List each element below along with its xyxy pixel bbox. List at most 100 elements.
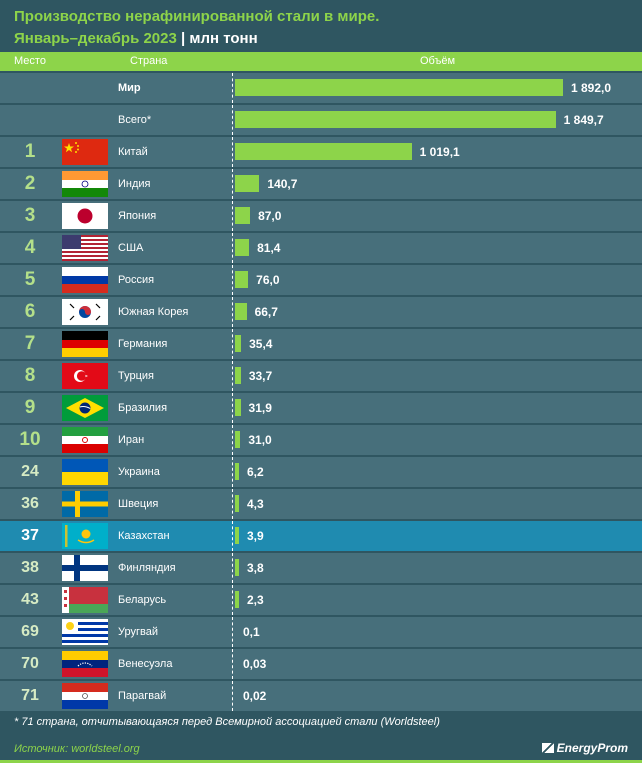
table-row: Мир 1 892,0: [0, 73, 642, 103]
axis-line: [232, 297, 233, 327]
axis-line: [232, 73, 233, 103]
bar: [235, 431, 241, 448]
axis-line: [232, 393, 233, 423]
venezuela-flag-icon: [62, 651, 108, 677]
col-volume: Объём: [420, 55, 456, 67]
country-label: Турция: [118, 370, 154, 382]
data-label: 4,3: [247, 497, 264, 511]
table-row: Всего* 1 849,7: [0, 105, 642, 135]
table-row: 8 Турция 33,7: [0, 361, 642, 391]
rank-label: 8: [24, 365, 36, 386]
data-label: 35,4: [249, 337, 273, 351]
table-row: 70 Венесуэла 0,03: [0, 649, 642, 679]
finland-flag-icon: [62, 555, 108, 581]
data-label: 2,3: [247, 593, 264, 607]
bar: [235, 207, 251, 224]
country-label: Мир: [118, 82, 141, 94]
rank-label: 71: [21, 687, 39, 704]
iran-flag-icon: [62, 427, 108, 453]
bar: [235, 303, 247, 320]
table-row: 7 Германия 35,4: [0, 329, 642, 359]
column-header: Место Страна Объём: [0, 52, 642, 71]
south-korea-flag-icon: [62, 299, 108, 325]
footnote: * 71 страна, отчитывающаяся перед Всемир…: [14, 716, 440, 728]
axis-line: [232, 617, 233, 647]
country-label: Япония: [118, 210, 157, 222]
bar: [235, 527, 239, 544]
data-label: 81,4: [257, 241, 281, 255]
bar: [235, 271, 249, 288]
bar: [235, 239, 250, 256]
rank-label: [0, 105, 60, 135]
rank-label: 69: [21, 623, 39, 640]
table-row: 6 Южная Корея 66,7: [0, 297, 642, 327]
col-country: Страна: [130, 55, 168, 67]
table-row: 38 Финляндия 3,8: [0, 553, 642, 583]
sweden-flag-icon: [62, 491, 108, 517]
rank-label: 24: [21, 463, 39, 480]
country-label: Венесуэла: [118, 658, 173, 670]
country-label: Уругвай: [118, 626, 158, 638]
data-label: 33,7: [248, 369, 273, 383]
table-row: 43 Беларусь 2,3: [0, 585, 642, 615]
table-row: 5 Россия 76,0: [0, 265, 642, 295]
data-label: 0,1: [243, 625, 260, 639]
logo-text: EnergyProm: [556, 741, 628, 755]
axis-line: [232, 201, 233, 231]
brand-logo: EnergyProm: [541, 741, 628, 755]
separator: |: [181, 30, 186, 47]
japan-flag-icon: [62, 203, 108, 229]
usa-flag-icon: [62, 235, 108, 261]
data-label: 3,8: [247, 561, 264, 575]
bar: [235, 175, 260, 192]
bar: [235, 559, 239, 576]
india-flag-icon: [62, 171, 108, 197]
germany-flag-icon: [62, 331, 108, 357]
rank-label: 2: [24, 173, 36, 194]
axis-line: [232, 105, 233, 135]
data-label: 3,9: [247, 529, 264, 543]
rank-label: 7: [24, 333, 36, 354]
uruguay-flag-icon: [62, 619, 108, 645]
bar: [235, 111, 556, 128]
rank-label: 1: [24, 141, 36, 162]
rank-label: 4: [24, 237, 36, 258]
country-label: США: [118, 242, 144, 254]
rank-label: 43: [21, 591, 39, 608]
axis-line: [232, 137, 233, 167]
bar: [235, 399, 241, 416]
country-label: Китай: [118, 146, 148, 158]
source-label: Источник: worldsteel.org: [14, 743, 140, 755]
data-label: 1 019,1: [419, 145, 460, 159]
table-row: 9 Бразилия 31,9: [0, 393, 642, 423]
table-row: 69 Уругвай 0,1: [0, 617, 642, 647]
data-label: 31,0: [248, 433, 272, 447]
country-label: Финляндия: [118, 562, 176, 574]
axis-line: [232, 649, 233, 679]
bottom-line: [0, 760, 642, 763]
rank-label: 10: [19, 429, 41, 450]
logo-icon: [541, 743, 554, 753]
rank-label: 9: [24, 397, 36, 418]
axis-line: [232, 585, 233, 615]
data-label: 0,02: [243, 689, 267, 703]
axis-line: [232, 425, 233, 455]
axis-line: [232, 169, 233, 199]
table-row: 4 США 81,4: [0, 233, 642, 263]
table-row: 2 Индия 140,7: [0, 169, 642, 199]
country-label: Беларусь: [118, 594, 167, 606]
belarus-flag-icon: [62, 587, 108, 613]
data-label: 6,2: [247, 465, 264, 479]
country-label: Иран: [118, 434, 145, 446]
data-label: 87,0: [258, 209, 282, 223]
col-place: Место: [14, 55, 46, 67]
rank-label: 38: [21, 559, 39, 576]
table-row: 10 Иран 31,0: [0, 425, 642, 455]
table-row: 1 Китай 1 019,1: [0, 137, 642, 167]
rank-label: [0, 73, 60, 103]
bar: [235, 591, 239, 608]
chart-title: Производство нерафинированной стали в ми…: [14, 8, 380, 25]
axis-line: [232, 681, 233, 711]
bar: [235, 367, 241, 384]
rank-label: 3: [24, 205, 36, 226]
